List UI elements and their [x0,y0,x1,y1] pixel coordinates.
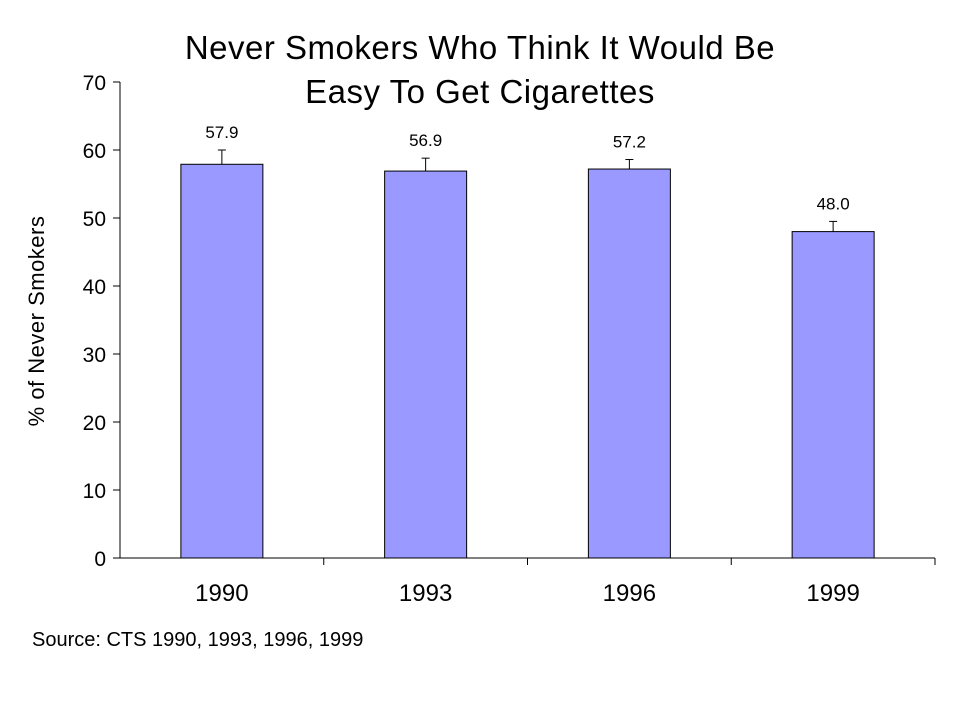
bar [587,168,671,559]
y-tick-label: 0 [94,548,106,571]
data-label: 57.2 [613,133,646,152]
chart-title: Never Smokers Who Think It Would Be Easy… [0,26,960,114]
chart-title-line-2: Easy To Get Cigarettes [305,73,655,110]
bar [180,163,264,559]
y-tick-label: 70 [83,72,106,95]
y-tick-label: 60 [83,140,106,163]
data-label: 57.9 [205,123,238,142]
data-label: 48.0 [817,194,850,213]
y-tick-label: 30 [83,344,106,367]
y-tick-label: 40 [83,276,106,299]
x-category-label: 1993 [399,580,452,607]
y-tick-label: 10 [83,480,106,503]
x-category-label: 1996 [603,580,656,607]
chart-title-line-1: Never Smokers Who Think It Would Be [184,29,776,66]
x-category-label: 1999 [806,580,859,607]
x-category-label: 1990 [195,580,248,607]
bar [791,231,875,559]
data-label: 56.9 [409,131,442,150]
y-tick-label: 50 [83,208,106,231]
bar [384,170,468,559]
y-tick-label: 20 [83,412,106,435]
source-note: Source: CTS 1990, 1993, 1996, 1999 [32,629,364,651]
y-axis-title: % of Never Smokers [24,216,49,427]
